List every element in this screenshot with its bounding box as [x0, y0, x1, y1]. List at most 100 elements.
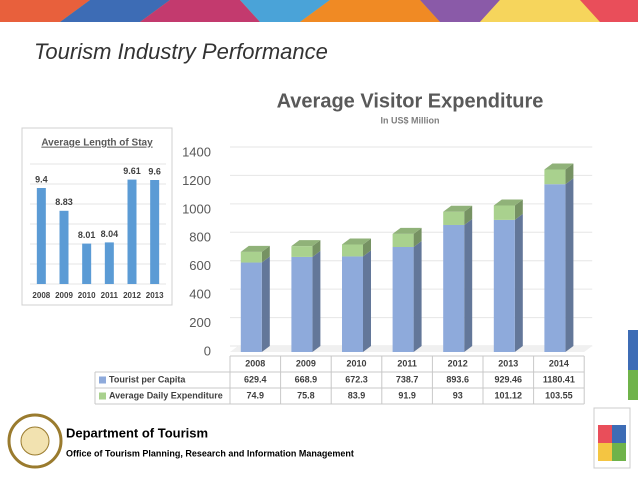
- bar: [127, 179, 137, 284]
- table-value: 672.3: [345, 374, 368, 384]
- x-tick-label: 2009: [55, 291, 73, 300]
- x-tick-label: 2010: [346, 358, 366, 368]
- x-tick-label: 2008: [245, 358, 265, 368]
- bar-side: [464, 218, 473, 352]
- bar-top: [392, 227, 422, 234]
- inset-title: Average Length of Stay: [41, 138, 153, 149]
- x-tick-label: 2013: [498, 358, 518, 368]
- bar-segment: [240, 262, 262, 352]
- bar-side: [312, 240, 321, 257]
- bar-segment: [392, 233, 414, 247]
- logo-tile: [598, 443, 612, 461]
- table-value: 75.8: [297, 390, 315, 400]
- bar-segment: [443, 224, 465, 352]
- bar-top: [493, 199, 523, 206]
- y-tick-label: 400: [189, 287, 211, 302]
- table-value: 1180.41: [543, 374, 575, 384]
- table-value: 101.12: [495, 390, 523, 400]
- table-value: 103.55: [545, 390, 573, 400]
- bar: [104, 242, 114, 284]
- bar-segment: [392, 246, 414, 352]
- table-value: 83.9: [348, 390, 366, 400]
- bar-segment: [544, 169, 566, 185]
- table-value: 629.4: [244, 374, 267, 384]
- footer-department: Department of Tourism: [66, 425, 208, 440]
- value-label: 8.01: [78, 230, 96, 240]
- bar-side: [261, 256, 270, 352]
- bar-segment: [291, 256, 313, 352]
- logo-tile: [612, 443, 626, 461]
- bar-side: [363, 250, 371, 352]
- banner: [0, 0, 638, 22]
- inset-frame: [21, 127, 173, 306]
- bar-side: [565, 163, 574, 185]
- x-tick-label: 2009: [296, 358, 316, 368]
- bar-segment: [240, 251, 262, 263]
- bar-top: [443, 205, 473, 212]
- logo-tile: [598, 425, 612, 443]
- x-tick-label: 2012: [123, 291, 141, 300]
- slide-title: Tourism Industry Performance: [34, 39, 328, 64]
- table-value: 668.9: [295, 374, 318, 384]
- bar-side: [413, 240, 422, 352]
- value-label: 8.83: [55, 197, 73, 207]
- side-strip: [628, 370, 638, 400]
- table-value: 738.7: [396, 374, 419, 384]
- bar-top: [240, 245, 270, 252]
- bar: [82, 243, 92, 284]
- bar-side: [565, 178, 574, 352]
- table-value: 893.6: [446, 374, 469, 384]
- y-tick-label: 800: [189, 230, 211, 245]
- x-tick-label: 2008: [32, 291, 50, 300]
- x-tick-label: 2014: [549, 358, 569, 368]
- bar: [59, 210, 69, 284]
- bar-side: [514, 199, 523, 220]
- legend-swatch: [99, 376, 106, 384]
- bar-segment: [544, 184, 566, 352]
- y-tick-label: 1000: [182, 201, 211, 216]
- y-tick-label: 600: [189, 258, 211, 273]
- y-tick-label: 0: [204, 343, 211, 358]
- x-tick-label: 2012: [448, 358, 468, 368]
- y-tick-label: 1400: [182, 144, 211, 159]
- table-value: 74.9: [247, 390, 265, 400]
- chart-title: Average Visitor Expenditure: [277, 90, 544, 112]
- x-tick-label: 2011: [397, 358, 417, 368]
- footer: Department of Tourism Office of Tourism …: [7, 407, 631, 469]
- bar-top: [544, 163, 574, 170]
- value-label: 8.04: [101, 229, 119, 239]
- seal-inner: [20, 426, 50, 456]
- bar-side: [312, 250, 321, 352]
- legend-swatch: [99, 392, 106, 400]
- bar-segment: [342, 256, 363, 352]
- bar-segment: [493, 219, 515, 352]
- bar-side: [514, 213, 523, 352]
- bar: [36, 188, 46, 284]
- bar-segment: [443, 211, 465, 225]
- value-label: 9.61: [123, 166, 141, 176]
- table-value: 929.46: [495, 374, 523, 384]
- side-strip: [628, 330, 638, 370]
- y-tick-label: 1200: [182, 173, 211, 188]
- x-tick-label: 2011: [101, 291, 119, 300]
- bar-top: [342, 238, 371, 245]
- x-tick-label: 2013: [146, 291, 164, 300]
- logo-tile: [612, 425, 626, 443]
- table-value: 91.9: [398, 390, 416, 400]
- legend-label: Tourist per Capita: [109, 374, 186, 384]
- y-tick-label: 200: [189, 315, 211, 330]
- bar-top: [291, 240, 321, 247]
- legend-label: Average Daily Expenditure: [109, 390, 223, 400]
- bar-segment: [493, 205, 515, 220]
- bar-side: [363, 238, 371, 257]
- footer-office: Office of Tourism Planning, Research and…: [66, 448, 354, 458]
- x-tick-label: 2010: [78, 291, 96, 300]
- bar-side: [413, 227, 422, 247]
- bar-side: [261, 245, 270, 263]
- bar-side: [464, 205, 473, 225]
- bar-segment: [291, 246, 313, 257]
- bar-segment: [342, 244, 363, 257]
- value-label: 9.6: [148, 166, 161, 176]
- bar: [150, 180, 160, 284]
